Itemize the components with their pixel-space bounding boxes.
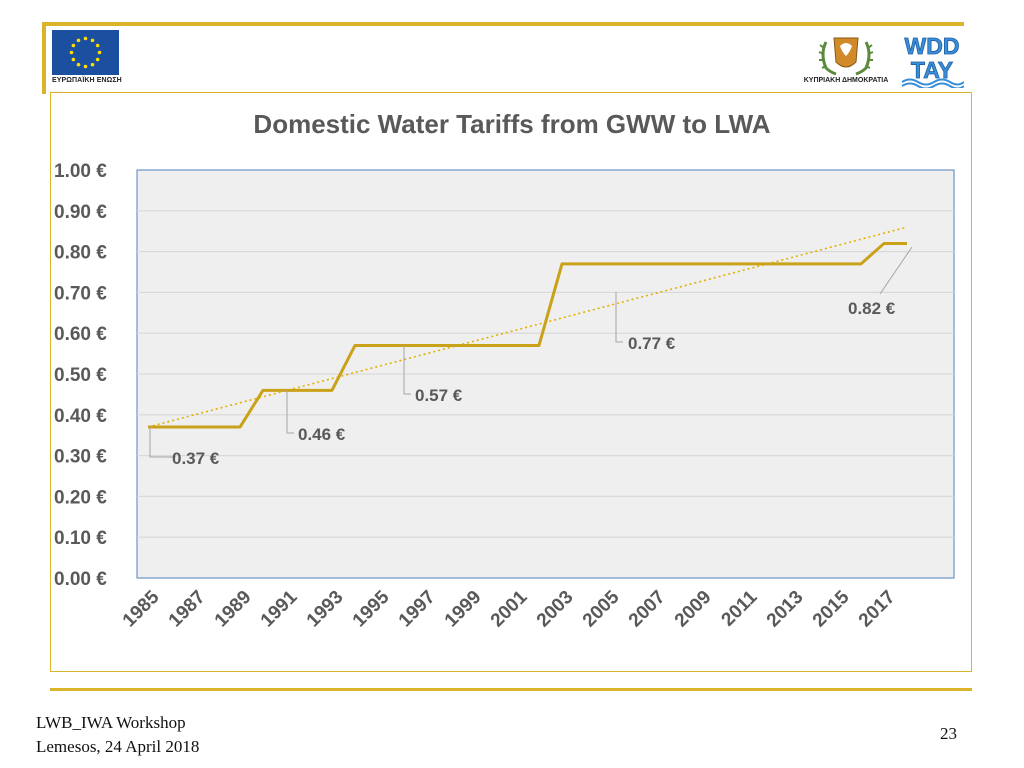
x-tick-label: 2007 <box>625 587 670 632</box>
x-tick-label: 1989 <box>211 587 256 632</box>
cyprus-emblem-logo: ΚΥΠΡΙΑΚΗ ΔΗΜΟΚΡΑΤΙΑ <box>800 32 892 88</box>
left-rule <box>42 22 46 94</box>
wdd-water-logo-icon: WDD TAY <box>901 33 965 90</box>
x-tick-label: 2017 <box>855 587 900 632</box>
y-tick-label: 0.70 € <box>54 283 107 304</box>
x-tick-label: 2011 <box>718 586 762 630</box>
cy-caption: ΚΥΠΡΙΑΚΗ ΔΗΜΟΚΡΑΤΙΑ <box>803 77 889 84</box>
y-tick-label: 0.60 € <box>54 324 107 345</box>
page-number: 23 <box>940 724 957 743</box>
wdd-logo-bottom-text: TAY <box>911 57 953 83</box>
eu-caption: ΕΥΡΩΠΑΪΚΗ ΕΝΩΣΗ <box>52 77 122 84</box>
y-tick-label: 0.10 € <box>54 528 107 549</box>
series-line <box>148 241 907 429</box>
tariff-chart: Domestic Water Tariffs from GWW to LWA 1… <box>54 109 955 632</box>
eu-star-icon <box>97 50 102 55</box>
top-rule <box>42 22 964 26</box>
y-tick-label: 0.90 € <box>54 202 107 223</box>
eu-star-icon <box>69 50 74 55</box>
bottom-rule <box>50 688 972 691</box>
y-tick-label: 1.00 € <box>54 161 107 182</box>
eu-logo: ΕΥΡΩΠΑΪΚΗ ΕΝΩΣΗ <box>52 30 122 88</box>
x-tick-label: 1999 <box>441 587 486 632</box>
eu-star-icon <box>95 43 100 48</box>
x-tick-label: 1991 <box>257 586 302 631</box>
cyprus-emblem-icon <box>818 37 874 76</box>
wdd-logo: WDD TAY <box>900 30 965 90</box>
x-tick-label: 1987 <box>165 587 210 632</box>
eu-star-icon <box>83 36 88 41</box>
x-tick-label: 1993 <box>303 587 348 632</box>
y-tick-label: 0.40 € <box>54 406 107 427</box>
annotation-leader <box>149 427 176 458</box>
eu-star-icon <box>95 57 100 62</box>
y-tick-label: 0.30 € <box>54 447 107 468</box>
eu-star-icon <box>71 43 76 48</box>
annotation-leader <box>879 246 913 295</box>
eu-star-icon <box>90 38 95 43</box>
eu-star-icon <box>71 57 76 62</box>
footer-location-date: Lemesos, 24 April 2018 <box>36 737 200 756</box>
data-label: 0.37 € <box>172 449 220 468</box>
annotation-leader <box>403 345 411 395</box>
x-tick-label: 1995 <box>349 586 394 631</box>
footer-workshop: LWB_IWA Workshop <box>36 713 186 732</box>
eu-star-icon <box>90 62 95 67</box>
annotation-leader <box>286 390 294 434</box>
x-tick-label: 2005 <box>579 586 624 631</box>
data-label: 0.82 € <box>848 299 896 318</box>
x-tick-label: 2009 <box>671 587 716 632</box>
data-label: 0.46 € <box>298 425 346 444</box>
x-tick-label: 1997 <box>395 587 440 632</box>
wdd-logo-top-text: WDD <box>905 33 960 59</box>
eu-star-icon <box>76 38 81 43</box>
eu-flag-icon <box>52 30 119 75</box>
eu-star-icon <box>83 64 88 69</box>
data-label: 0.77 € <box>628 334 676 353</box>
chart-title: Domestic Water Tariffs from GWW to LWA <box>253 109 770 139</box>
data-label: 0.57 € <box>415 386 463 405</box>
x-tick-label: 2015 <box>809 586 854 631</box>
trendline <box>147 226 908 428</box>
annotation-leader <box>615 292 623 343</box>
y-tick-label: 0.00 € <box>54 569 107 590</box>
x-tick-label: 2001 <box>487 586 532 631</box>
eu-star-icon <box>76 62 81 67</box>
y-tick-label: 0.20 € <box>54 487 107 508</box>
x-tick-label: 2003 <box>533 587 578 632</box>
y-tick-label: 0.80 € <box>54 243 107 264</box>
y-tick-label: 0.50 € <box>54 365 107 386</box>
x-tick-label: 2013 <box>763 587 808 632</box>
x-tick-label: 1985 <box>119 586 164 631</box>
